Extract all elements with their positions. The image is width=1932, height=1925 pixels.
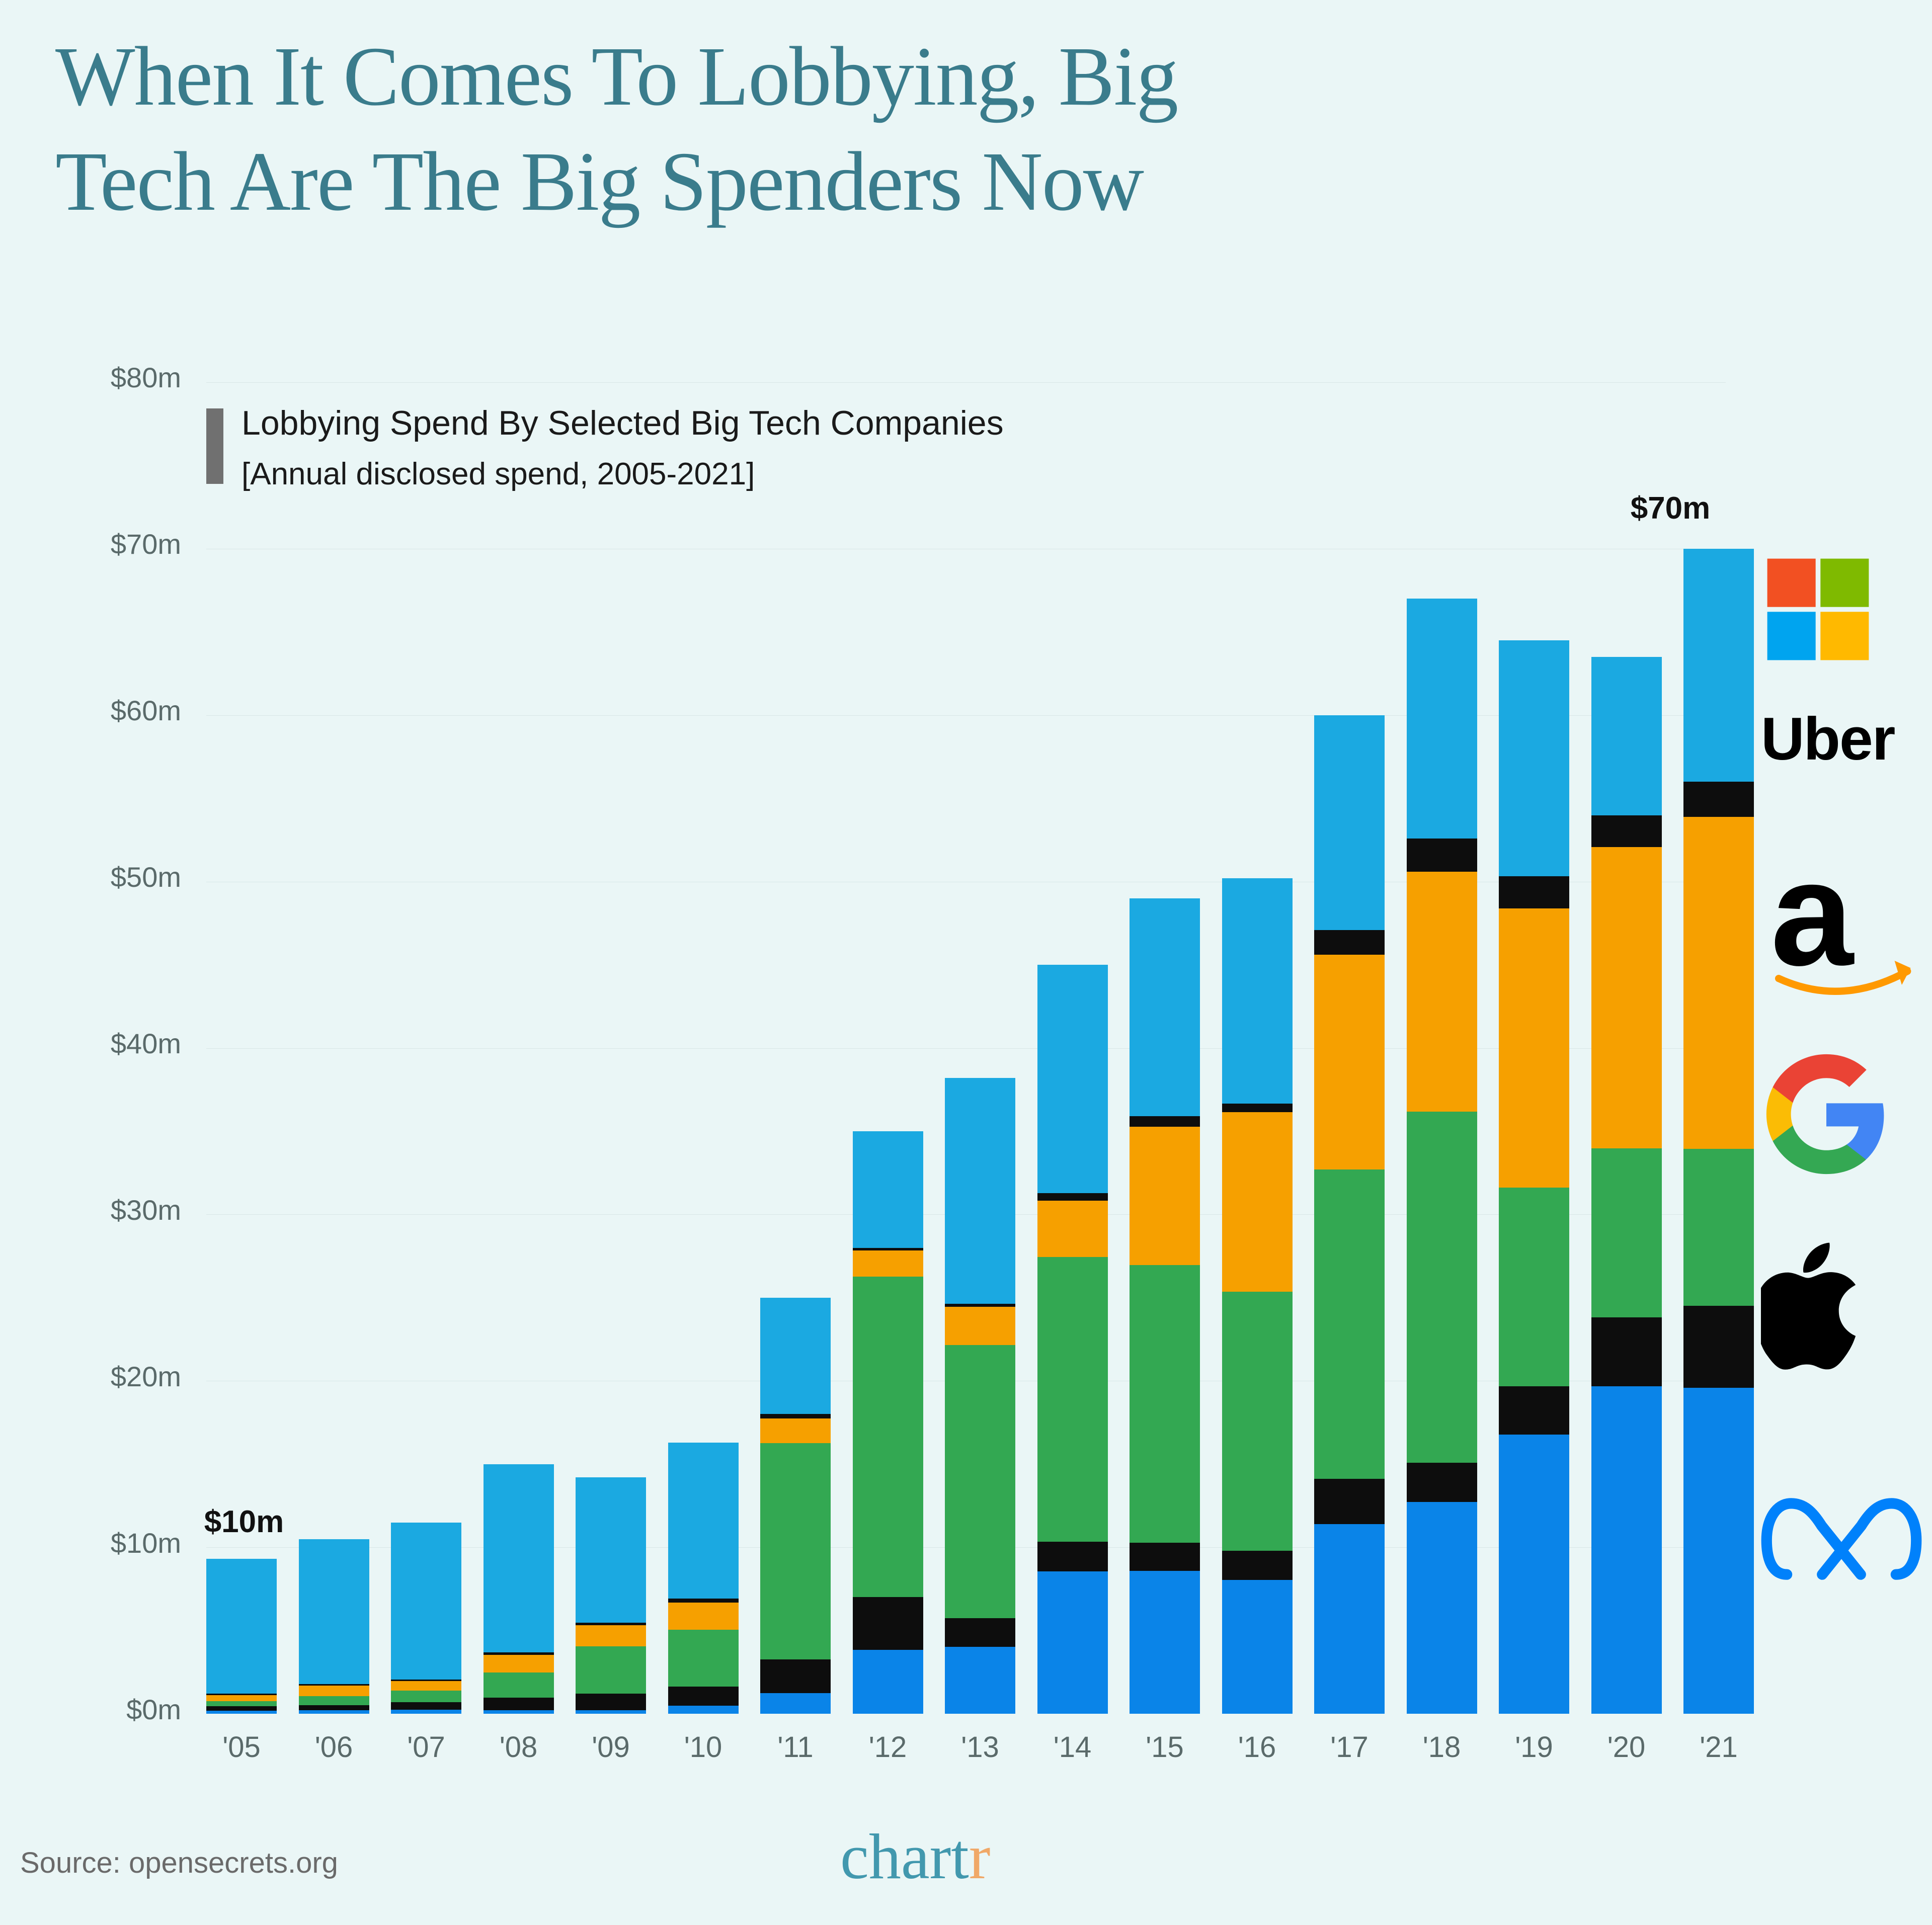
svg-text:a: a [1770,840,1855,996]
